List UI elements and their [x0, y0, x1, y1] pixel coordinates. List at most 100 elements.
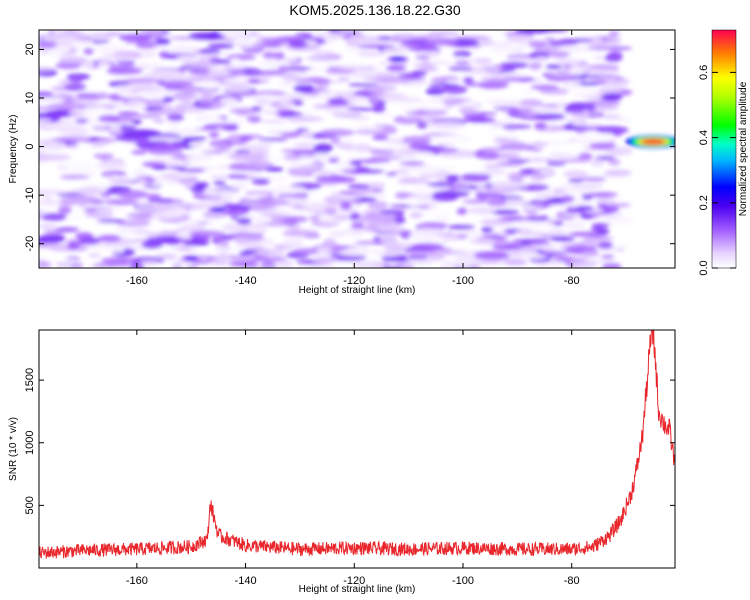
heatmap-cell	[484, 163, 502, 169]
heatmap-cell	[432, 215, 452, 222]
heatmap-cell	[405, 111, 435, 115]
heatmap-cell	[92, 263, 122, 268]
heatmap-cell	[39, 153, 72, 161]
heatmap-cell	[330, 191, 341, 201]
heatmap-hotspot	[386, 55, 409, 63]
heatmap-cell	[597, 114, 622, 119]
heatmap-cell	[601, 254, 615, 260]
heatmap-cell	[597, 241, 614, 249]
snr-line-plot	[39, 330, 675, 559]
heatmap-cell	[327, 66, 342, 70]
heatmap-cell	[57, 206, 72, 215]
colorbar-label: Normalized spectral amplitude	[738, 81, 749, 216]
heatmap-cell	[59, 44, 71, 53]
heatmap-cell	[401, 135, 433, 144]
heatmap-cell	[131, 119, 142, 125]
heatmap-cell	[106, 246, 125, 254]
heatmap-cell	[407, 259, 435, 265]
heatmap-cell	[560, 194, 575, 203]
heatmap-cell	[147, 109, 186, 116]
spectrogram-heatmap	[39, 30, 675, 268]
heatmap-cell	[525, 216, 547, 222]
heatmap-cell	[428, 148, 459, 153]
heatmap-cell	[603, 169, 632, 177]
heatmap-cell	[255, 37, 284, 41]
heatmap-cell	[67, 242, 80, 251]
heatmap-cell	[548, 51, 570, 58]
heatmap-cell	[510, 220, 523, 229]
heatmap-cell	[428, 61, 453, 65]
heatmap-cell	[245, 245, 266, 250]
heatmap-cell	[280, 131, 301, 138]
heatmap-cell	[39, 243, 68, 249]
heatmap-cell	[441, 237, 461, 242]
heatmap-cell	[257, 137, 289, 142]
heatmap-cell	[458, 106, 476, 115]
heatmap-cell	[409, 211, 423, 219]
heatmap-cell	[346, 107, 377, 111]
heatmap-cell	[546, 261, 566, 268]
heatmap-cell	[41, 213, 67, 221]
heatmap-cell	[97, 234, 122, 242]
heatmap-cell	[208, 132, 220, 138]
heatmap-cell	[480, 218, 512, 226]
heatmap-cell	[176, 167, 206, 173]
heatmap-cell	[515, 30, 552, 34]
heatmap-cell	[218, 30, 253, 37]
heatmap-cell	[75, 118, 89, 124]
heatmap-cell	[474, 58, 493, 64]
heatmap-cell	[354, 143, 372, 153]
heatmap-cell	[456, 207, 468, 215]
heatmap-cell	[146, 198, 174, 203]
heatmap-cell	[563, 170, 589, 179]
heatmap-cell	[313, 50, 336, 57]
heatmap-cell	[416, 122, 428, 129]
heatmap-cell	[229, 108, 260, 114]
heatmap-cell	[116, 59, 136, 66]
heatmap-cell	[60, 160, 97, 170]
heatmap-cell	[223, 64, 246, 70]
heatmap-cell	[230, 181, 249, 190]
heatmap-cell	[345, 46, 360, 52]
heatmap-cell	[342, 94, 357, 102]
heatmap-cell	[223, 78, 249, 84]
heatmap-cell	[228, 133, 241, 143]
heatmap-cell	[154, 37, 171, 46]
snr-y-ticks: 500 1000 1500	[24, 368, 675, 515]
heatmap-cell	[467, 207, 497, 214]
heatmap-cell	[144, 30, 163, 35]
heatmap-cell	[369, 148, 399, 155]
heatmap-cell	[288, 60, 302, 66]
heatmap-cell	[415, 34, 444, 39]
heatmap-cell	[415, 55, 430, 59]
heatmap-cell	[264, 167, 284, 172]
heatmap-cell	[229, 58, 241, 66]
heatmap-cell	[409, 142, 431, 150]
heatmap-cell	[521, 254, 547, 260]
heatmap-cell	[342, 233, 357, 240]
heatmap-cell	[236, 218, 252, 225]
heatmap-cell	[313, 143, 334, 153]
heatmap-cell	[261, 120, 287, 124]
y-tick-label: -20	[24, 236, 36, 252]
heatmap-cell	[528, 40, 548, 49]
heatmap-cell	[483, 166, 507, 176]
heatmap-cell	[107, 179, 135, 184]
heatmap-cell	[426, 252, 445, 261]
heatmap-cell	[248, 193, 269, 199]
colorbar-tick-label: 0.4	[698, 130, 710, 145]
heatmap-cell	[485, 132, 505, 137]
heatmap-y-ticks: -20 -10 0 10 20	[24, 43, 675, 252]
heatmap-cell	[198, 80, 221, 90]
heatmap-cell	[329, 164, 358, 170]
heatmap-cell	[251, 215, 273, 224]
heatmap-cell	[397, 262, 415, 268]
heatmap-cell	[39, 96, 65, 105]
heatmap-cell	[152, 119, 165, 123]
heatmap-cell	[582, 250, 600, 257]
heatmap-cell	[191, 147, 214, 152]
heatmap-cell	[608, 159, 621, 166]
y-tick-label: 0	[24, 144, 36, 150]
heatmap-cell	[147, 136, 184, 142]
heatmap-cell	[475, 187, 487, 192]
